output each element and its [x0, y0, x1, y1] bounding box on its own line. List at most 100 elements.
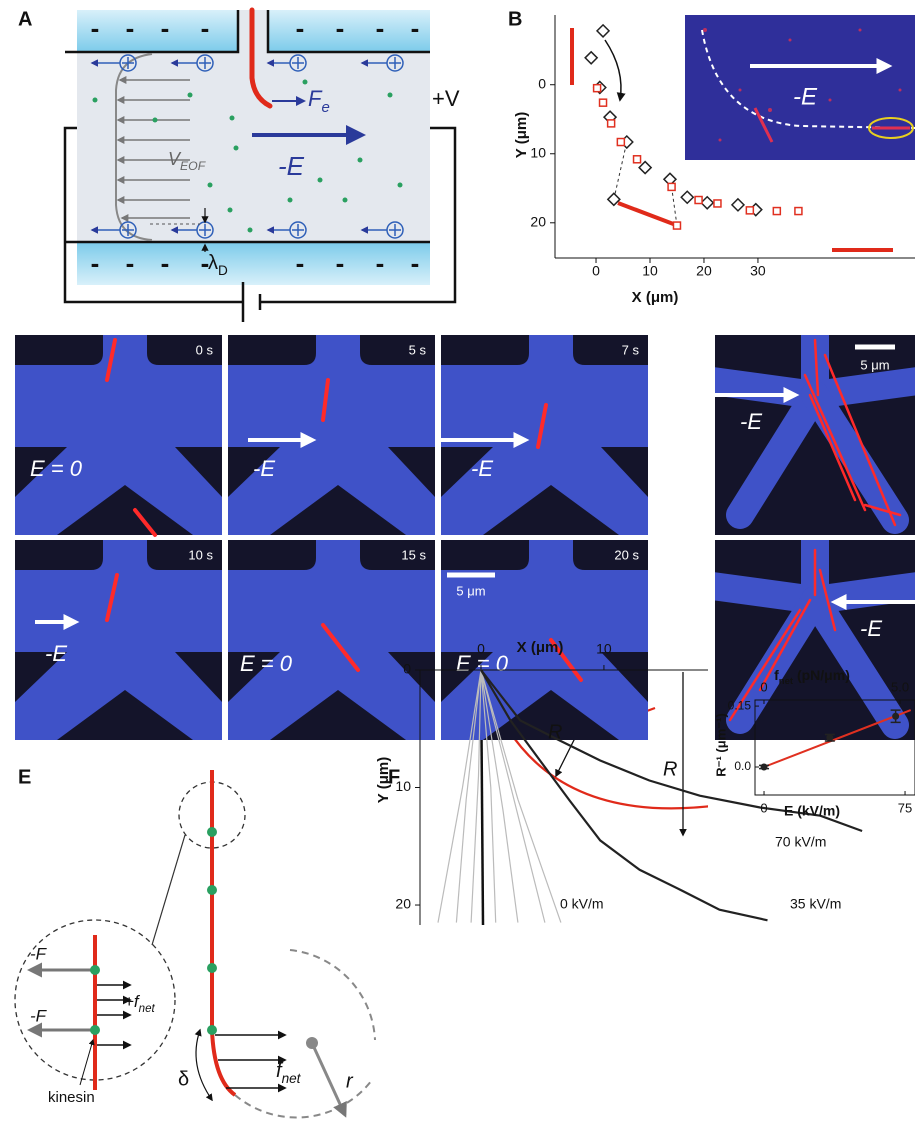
charge-minus: -: [336, 13, 345, 43]
charge-minus: -: [126, 248, 135, 278]
microtubule: [105, 338, 117, 382]
label-part: e: [321, 99, 329, 116]
microtubule: [758, 598, 812, 692]
connector: [613, 141, 628, 200]
radius-annotation: R: [663, 758, 677, 780]
square-marker: [745, 206, 755, 215]
time-label: 5 s: [409, 342, 427, 357]
y-tick-label: 0.15: [728, 698, 752, 712]
trajectory-line: [480, 669, 863, 833]
x-tick-label: 0: [477, 641, 485, 657]
charge-minus: -: [201, 13, 210, 43]
fit-line: [763, 709, 912, 768]
charge-minus: -: [296, 13, 305, 43]
diamond-marker: [595, 23, 611, 38]
panel-letter: E: [18, 766, 31, 788]
square-marker: [667, 182, 676, 192]
charge-minus: -: [296, 248, 305, 278]
diamond-marker: [584, 50, 599, 65]
microtubule: [808, 393, 857, 502]
panel-letter: F: [388, 766, 400, 788]
charge-minus: -: [201, 248, 210, 278]
field-label: -E: [793, 83, 818, 110]
trajectory-line: [480, 669, 768, 922]
charge-minus: -: [336, 248, 345, 278]
charge-minus: -: [411, 248, 420, 278]
charge-minus: -: [161, 13, 170, 43]
y-axis-label: Y (μm): [513, 112, 530, 158]
label-part: f: [276, 1060, 284, 1082]
square-marker: [616, 137, 626, 147]
x-tick-label: 75: [898, 800, 912, 815]
charge-minus: -: [376, 13, 385, 43]
microtubule: [549, 638, 583, 682]
label-part: net: [139, 1003, 156, 1015]
microtubule: [536, 403, 548, 449]
time-label: 7 s: [622, 342, 640, 357]
y-tick-label: 10: [395, 778, 411, 794]
square-marker: [713, 199, 722, 208]
v-eof-label: VEOF: [168, 149, 207, 173]
label-part: V: [168, 149, 182, 169]
field-label: -E: [740, 409, 762, 434]
x2-axis-label: fnet (pN/μm): [774, 667, 850, 687]
microscopy-frame: [228, 335, 435, 535]
square-marker: [598, 98, 608, 107]
x-tick-label: 20: [696, 263, 712, 279]
kinesin-label: kinesin: [48, 1089, 95, 1106]
scale-bar-label: 5 μm: [860, 357, 889, 372]
diamond-marker: [638, 160, 653, 175]
diamond-marker: [730, 197, 746, 212]
microscopy-frame: [15, 335, 222, 535]
force-label: Fe: [308, 86, 330, 117]
x-axis-label: X (μm): [632, 289, 679, 306]
square-marker: [606, 119, 616, 128]
trajectory-line: [437, 669, 562, 923]
square-marker: [672, 221, 682, 230]
y-axis-label: R⁻¹ (μm⁻¹): [713, 713, 728, 777]
square-marker: [632, 155, 642, 164]
field-label: -E: [278, 151, 305, 181]
charge-minus: -: [411, 13, 420, 43]
label-part: (pN/μm): [793, 667, 850, 683]
field-label: E = 0: [240, 651, 293, 676]
radius-annotation: R: [548, 721, 562, 743]
field-label: -E: [253, 456, 275, 481]
microtubule: [823, 353, 897, 527]
radius-label: r: [346, 1070, 354, 1092]
time-label: 15 s: [401, 547, 426, 562]
charge-minus: -: [91, 13, 100, 43]
series-label: 70 kV/m: [775, 834, 826, 850]
y-tick-label: 20: [395, 896, 411, 912]
diamond-marker: [680, 190, 695, 205]
data-point: [892, 712, 900, 720]
label-part: +f: [124, 992, 141, 1011]
panel-letter: A: [18, 8, 32, 30]
microtubule: [813, 338, 820, 397]
voltage-label: +V: [432, 86, 460, 111]
square-marker: [694, 195, 703, 205]
inset-frame: [754, 699, 915, 796]
y-tick-label: 0: [403, 661, 411, 677]
panel-b-inset-image: [570, 15, 915, 252]
charge-minus: -: [91, 248, 100, 278]
square-marker: [772, 206, 782, 216]
x-tick-label: 10: [642, 263, 658, 279]
data-point: [760, 763, 768, 771]
field-label: -E: [45, 641, 67, 666]
microtubule: [133, 508, 157, 537]
time-label: 0 s: [196, 342, 214, 357]
label-part: F: [308, 86, 323, 111]
x2-tick-label: 0: [760, 679, 767, 694]
microtubule: [818, 568, 837, 632]
y-tick-label: 20: [530, 213, 546, 229]
field-label: -E: [471, 456, 493, 481]
square-marker: [592, 83, 602, 93]
microtubule: [321, 623, 360, 672]
x-tick-label: 0: [592, 263, 600, 279]
diamond-marker: [606, 192, 621, 207]
scale-bar-label: 5 μm: [456, 583, 485, 598]
force-label: +fnet: [124, 992, 155, 1015]
microtubule: [728, 608, 802, 722]
label-part: EOF: [180, 159, 207, 173]
